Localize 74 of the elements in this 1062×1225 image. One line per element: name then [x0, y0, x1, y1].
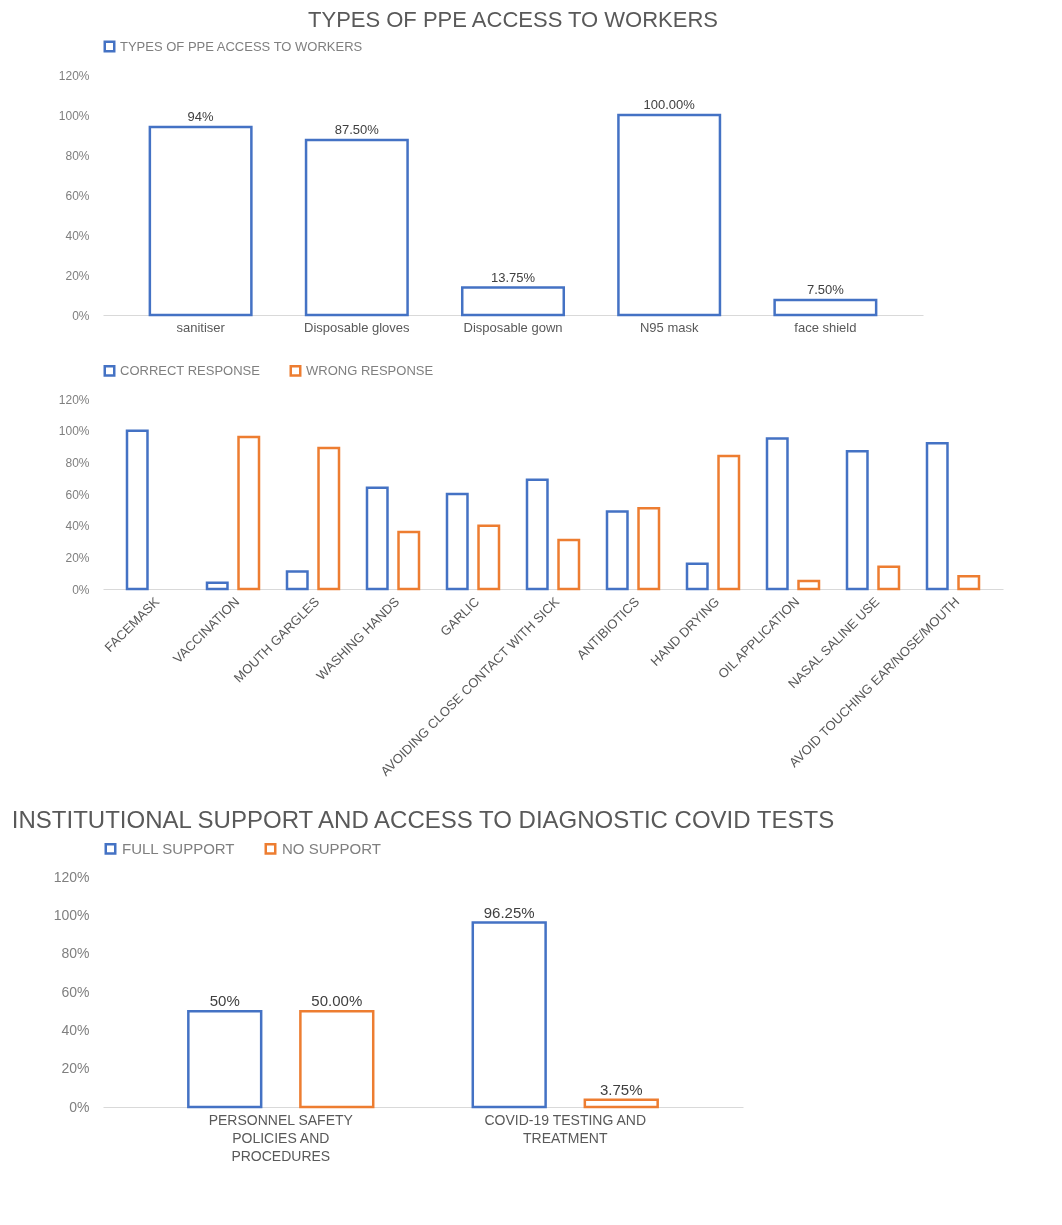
y-tick-label: 20%: [65, 550, 90, 565]
y-tick-label: 60%: [65, 188, 90, 203]
chart-title: INSTITUTIONAL SUPPORT AND ACCESS TO DIAGNOSTIC COVID TESTS: [11, 806, 835, 833]
x-tick-label: N95 mask: [639, 319, 699, 335]
bar: [187, 1009, 263, 1109]
bar: [477, 524, 501, 591]
y-tick-label: 40%: [65, 519, 90, 534]
bar: [445, 492, 469, 591]
chart-title: TYPES OF PPE ACCESS TO WORKERS: [308, 7, 718, 32]
bar: [773, 298, 878, 317]
y-tick-label: 40%: [61, 1021, 90, 1038]
bar: [877, 565, 901, 591]
legend-label: CORRECT RESPONSE: [120, 362, 261, 378]
data-label: 87.50%: [334, 122, 380, 137]
x-tick-label: COVID-19 TESTING AND TREATMENT: [484, 1111, 646, 1146]
bar: [845, 450, 869, 591]
bar: [765, 437, 789, 591]
x-tick-label: sanitiser: [176, 319, 226, 335]
bar: [460, 286, 566, 317]
data-label: 50.00%: [311, 992, 363, 1010]
y-tick-label: 80%: [65, 148, 90, 163]
y-tick-label: 40%: [65, 228, 90, 243]
y-tick-label: 60%: [65, 487, 90, 502]
y-tick-label: 100%: [53, 906, 90, 923]
data-label: 100.00%: [643, 97, 696, 112]
bar: [471, 921, 547, 1109]
bar: [285, 570, 309, 591]
bar: [717, 454, 741, 591]
y-tick-label: 80%: [61, 945, 90, 962]
data-label: 94%: [187, 109, 215, 124]
bar: [957, 575, 981, 591]
y-tick-label: 20%: [61, 1060, 90, 1077]
data-label: 96.25%: [483, 903, 535, 921]
bar: [397, 530, 421, 591]
legend-label: TYPES OF PPE ACCESS TO WORKERS: [120, 38, 363, 54]
y-tick-label: 0%: [69, 1098, 90, 1115]
y-tick-label: 100%: [58, 424, 90, 439]
bar: [525, 478, 549, 591]
y-tick-label: 0%: [72, 582, 90, 597]
bar: [605, 510, 629, 591]
bar: [299, 1009, 375, 1109]
bar: [237, 435, 261, 591]
y-tick-label: 80%: [65, 455, 90, 470]
bar: [365, 486, 389, 591]
legend-label: FULL SUPPORT: [122, 839, 235, 857]
y-tick-label: 0%: [72, 308, 90, 323]
x-tick-label: PERSONNEL SAFETY POLICIES AND PROCEDURES: [208, 1111, 354, 1164]
data-label: 3.75%: [599, 1080, 643, 1098]
bar: [617, 113, 722, 317]
bar: [557, 538, 581, 591]
bar: [317, 446, 341, 591]
y-tick-label: 100%: [58, 108, 90, 123]
bar: [583, 1098, 659, 1109]
y-tick-label: 120%: [58, 68, 90, 83]
x-tick-label: Disposable gloves: [304, 319, 411, 335]
x-tick-label: face shield: [794, 319, 857, 335]
bar: [125, 429, 149, 591]
y-tick-label: 120%: [58, 392, 90, 407]
bar: [304, 138, 409, 317]
legend-label: WRONG RESPONSE: [306, 362, 434, 378]
data-label: 13.75%: [490, 269, 536, 285]
y-tick-label: 20%: [65, 268, 90, 283]
bar: [148, 125, 253, 317]
x-tick-label: Disposable gown: [463, 319, 563, 335]
bar: [925, 442, 949, 591]
bar: [637, 507, 661, 591]
bar: [205, 581, 229, 591]
bar: [685, 562, 709, 591]
y-tick-label: 120%: [53, 868, 90, 885]
legend-label: NO SUPPORT: [282, 839, 381, 857]
data-label: 7.50%: [806, 282, 845, 297]
bar: [797, 579, 821, 591]
data-label: 50%: [209, 992, 240, 1010]
y-tick-label: 60%: [61, 983, 90, 1000]
